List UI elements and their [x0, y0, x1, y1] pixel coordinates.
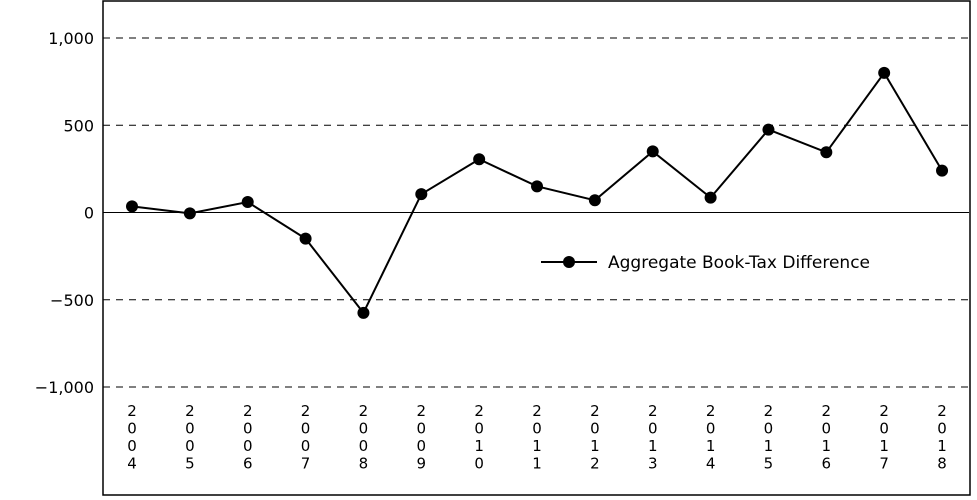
- y-tick-label: −500: [50, 291, 94, 310]
- legend-marker: [563, 256, 575, 268]
- plot-border: [102, 0, 971, 496]
- grid-layer: [103, 37, 969, 388]
- data-point: [936, 164, 949, 177]
- data-point: [820, 146, 833, 159]
- legend: Aggregate Book-Tax Difference: [541, 253, 870, 273]
- y-tick-label: −1,000: [35, 378, 94, 397]
- data-point: [531, 180, 544, 193]
- data-point: [299, 232, 312, 245]
- data-point: [878, 66, 891, 79]
- data-point: [126, 200, 138, 213]
- data-point: [704, 191, 717, 204]
- x-axis-ticks: 2 0 0 4 2 0 0 5 2 0 0 6 2 0 0 7 2 0 0 8 2 0 0 9 2 0 1 0 2 0 1 1 2 0 1 2 2 0 1 3…: [127, 402, 947, 473]
- series-line: [131, 71, 943, 315]
- data-point: [183, 207, 196, 220]
- data-point: [241, 196, 254, 209]
- data-point: [762, 123, 775, 136]
- data-point: [646, 145, 659, 158]
- series-layer: [126, 66, 949, 319]
- data-point: [357, 306, 370, 319]
- data-point: [415, 188, 428, 201]
- y-axis-ticks: 1,000 500 0 −500 −1,000: [35, 29, 94, 397]
- data-point: [473, 153, 486, 166]
- legend-label: Aggregate Book-Tax Difference: [608, 253, 870, 273]
- y-tick-label: 1,000: [48, 29, 94, 48]
- y-tick-label: 500: [63, 116, 94, 135]
- data-point: [588, 194, 601, 207]
- y-tick-label: 0: [84, 204, 94, 223]
